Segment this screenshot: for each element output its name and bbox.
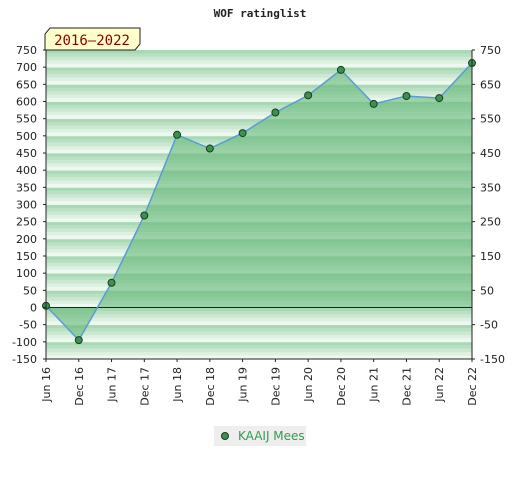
data-point — [402, 92, 411, 101]
y-tick-label: 250 — [16, 216, 37, 229]
data-point — [336, 65, 345, 74]
y-tick-label: 750 — [16, 44, 37, 57]
y-right-tick-label: 650 — [480, 78, 501, 91]
x-tick-label: Dec 22 — [466, 367, 479, 406]
x-tick-label: Jun 17 — [106, 367, 119, 403]
data-point — [238, 129, 247, 138]
y-tick-label: 200 — [16, 233, 37, 246]
y-tick-label: -100 — [12, 336, 37, 349]
grid-band — [46, 341, 472, 360]
legend-box — [214, 426, 306, 446]
legend-label: KAAIJ Mees — [238, 429, 305, 443]
y-right-tick-label: -50 — [480, 319, 498, 332]
y-tick-label: 550 — [16, 113, 37, 126]
data-point — [140, 211, 149, 220]
series-markers — [42, 59, 476, 345]
x-tick-label: Dec 18 — [204, 367, 217, 406]
grid-band — [46, 324, 472, 343]
grid-band — [46, 67, 472, 85]
y-tick-label: -50 — [19, 319, 37, 332]
y-tick-label: 300 — [16, 199, 37, 212]
x-tick-label: Dec 17 — [138, 367, 151, 406]
x-tick-label: Jun 22 — [433, 367, 446, 403]
chart-title: WOF ratinglist — [214, 7, 307, 20]
data-point — [205, 144, 214, 153]
y-tick-label: 600 — [16, 96, 37, 109]
grid-band — [46, 101, 472, 120]
y-tick-label: 700 — [16, 61, 37, 74]
series-area — [45, 62, 473, 342]
y-right-tick-label: 50 — [480, 284, 494, 297]
data-point — [435, 94, 444, 103]
y-tick-label: 350 — [16, 181, 37, 194]
grid-band — [46, 307, 472, 326]
data-point — [271, 108, 280, 117]
x-tick-label: Jun 18 — [171, 367, 184, 403]
y-tick-label: 450 — [16, 147, 37, 160]
x-tick-label: Jun 21 — [368, 367, 381, 403]
y-right-tick-label: 150 — [480, 250, 501, 263]
y-tick-label: 150 — [16, 250, 37, 263]
data-point — [369, 99, 378, 108]
y-right-tick-label: 350 — [480, 181, 501, 194]
series-fill — [46, 63, 472, 341]
y-axis-left: 7507006506005505004504003503002502001501… — [12, 44, 47, 366]
x-tick-label: Dec 19 — [269, 367, 282, 406]
data-point — [173, 130, 182, 139]
x-tick-label: Jun 20 — [302, 367, 315, 403]
x-axis: Jun 16 Dec 16 Jun 17 Dec 17 Jun 18 Dec 18 Jun … — [40, 358, 479, 406]
grid-band — [46, 50, 472, 68]
series-line — [45, 62, 473, 342]
year-range-label: 2016–2022 — [54, 33, 130, 49]
legend-marker — [221, 432, 229, 440]
x-tick-label: Jun 16 — [40, 367, 53, 403]
y-tick-label: 400 — [16, 164, 37, 177]
year-range-badge: 2016–2022 — [44, 27, 141, 51]
y-tick-label: 100 — [16, 267, 37, 280]
data-point — [107, 278, 116, 287]
y-right-tick-label: 250 — [480, 216, 501, 229]
y-tick-label: -150 — [12, 353, 37, 366]
y-tick-label: 500 — [16, 130, 37, 143]
data-point — [74, 336, 83, 345]
y-right-tick-label: -150 — [480, 353, 505, 366]
legend: KAAIJ Mees — [214, 426, 306, 446]
grid-band — [46, 84, 472, 102]
y-right-tick-label: 550 — [480, 113, 501, 126]
y-right-tick-label: 450 — [480, 147, 501, 160]
x-tick-label: Dec 16 — [73, 367, 86, 406]
x-tick-label: Dec 21 — [400, 367, 413, 406]
y-tick-label: 650 — [16, 78, 37, 91]
y-tick-label: 50 — [23, 284, 37, 297]
y-axis-right: 750 650 550 450 350 250 150 50 -50 -150 — [471, 44, 505, 366]
y-tick-label: 0 — [30, 302, 37, 315]
x-tick-label: Dec 20 — [335, 367, 348, 406]
y-right-tick-label: 750 — [480, 44, 501, 57]
x-tick-label: Jun 19 — [237, 367, 250, 403]
data-point — [304, 91, 313, 100]
